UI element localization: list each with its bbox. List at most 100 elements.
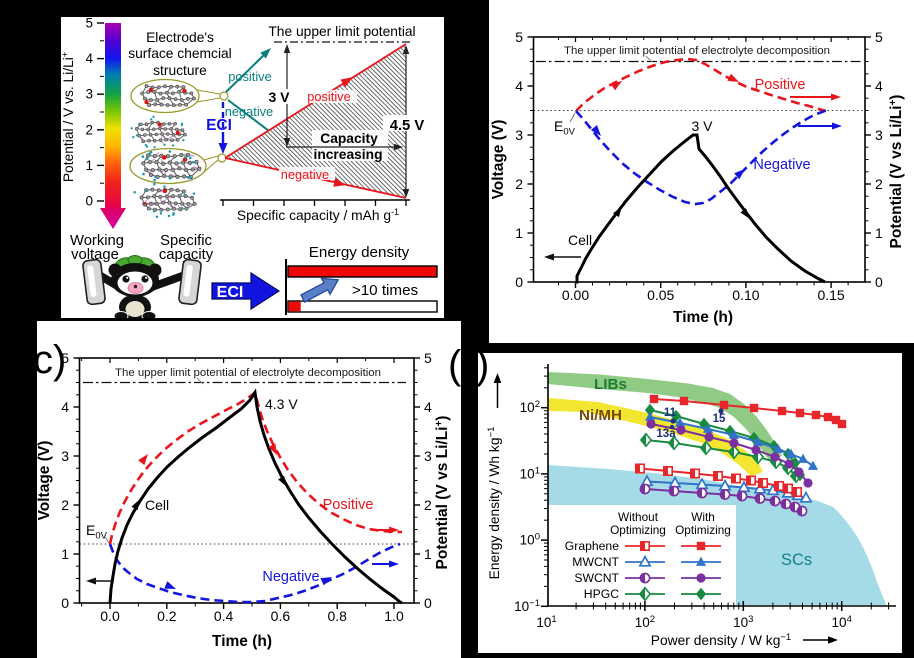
- svg-text:Potential (V vs Li/Li+): Potential (V vs Li/Li+): [434, 416, 451, 570]
- svg-text:2: 2: [424, 497, 432, 513]
- svg-text:Energy density / Wh kg−1: Energy density / Wh kg−1: [486, 427, 502, 580]
- svg-text:5: 5: [424, 350, 432, 366]
- svg-text:Time (h): Time (h): [673, 309, 733, 326]
- svg-text:Graphene: Graphene: [565, 539, 619, 553]
- svg-text:Negative: Negative: [753, 157, 810, 173]
- svg-text:SWCNT: SWCNT: [574, 571, 619, 585]
- svg-text:11: 11: [664, 407, 677, 419]
- svg-text:0: 0: [61, 595, 69, 611]
- svg-text:>10 times: >10 times: [352, 282, 419, 299]
- svg-text:5: 5: [61, 350, 69, 366]
- svg-text:15: 15: [713, 413, 726, 425]
- svg-text:1.0: 1.0: [384, 608, 404, 624]
- svg-text:4: 4: [61, 399, 69, 415]
- svg-text:The upper limit potential: The upper limit potential: [268, 24, 415, 39]
- svg-text:2: 2: [85, 122, 93, 137]
- svg-text:The upper limit potential of e: The upper limit potential of electrolyte…: [115, 367, 381, 379]
- svg-text:surface chemcial: surface chemcial: [128, 46, 232, 61]
- svg-text:1: 1: [875, 225, 883, 241]
- svg-text:5: 5: [875, 29, 883, 45]
- svg-text:0.10: 0.10: [732, 287, 759, 303]
- svg-text:104: 104: [832, 614, 852, 630]
- svg-text:SCs: SCs: [781, 551, 812, 569]
- svg-text:4: 4: [424, 399, 432, 415]
- svg-text:3: 3: [85, 87, 93, 102]
- svg-text:Cell: Cell: [145, 497, 169, 513]
- svg-text:increasing: increasing: [313, 147, 382, 162]
- svg-text:HPGC: HPGC: [584, 587, 619, 601]
- svg-text:The upper limit potential of e: The upper limit potential of electrolyte…: [564, 45, 830, 57]
- svg-text:102: 102: [520, 399, 540, 415]
- svg-text:E0V: E0V: [554, 118, 576, 138]
- svg-text:0.15: 0.15: [817, 287, 844, 303]
- svg-text:Potential (V vs Li/Li+): Potential (V vs Li/Li+): [888, 95, 905, 249]
- svg-text:0.0: 0.0: [100, 608, 120, 624]
- svg-text:0.2: 0.2: [157, 608, 177, 624]
- svg-text:Specific: Specific: [160, 233, 212, 249]
- svg-text:0: 0: [424, 595, 432, 611]
- svg-text:3 V: 3 V: [268, 89, 290, 105]
- svg-text:Negative: Negative: [262, 569, 319, 585]
- svg-text:Optimizing: Optimizing: [675, 523, 731, 537]
- svg-text:4.3 V: 4.3 V: [265, 396, 298, 412]
- svg-text:Energy density: Energy density: [309, 244, 410, 261]
- svg-text:Power density / W kg−1: Power density / W kg−1: [651, 632, 791, 648]
- svg-text:0: 0: [85, 194, 93, 209]
- svg-text:3: 3: [515, 127, 523, 143]
- svg-text:0.4: 0.4: [214, 608, 234, 624]
- svg-text:10−1: 10−1: [514, 598, 540, 614]
- svg-text:0: 0: [515, 274, 523, 290]
- svg-text:Potential / V vs. Li/Li+: Potential / V vs. Li/Li+: [61, 52, 76, 182]
- svg-text:E0V: E0V: [86, 522, 108, 542]
- svg-text:0: 0: [875, 274, 883, 290]
- svg-text:Cell: Cell: [568, 232, 592, 248]
- svg-text:With: With: [691, 510, 715, 524]
- svg-text:Ni/MH: Ni/MH: [579, 407, 622, 424]
- svg-text:2: 2: [61, 497, 69, 513]
- svg-text:voltage: voltage: [71, 247, 119, 263]
- svg-text:3: 3: [875, 127, 883, 143]
- svg-text:Electrode's: Electrode's: [146, 30, 214, 45]
- svg-text:Specific capacity / mAh g-1: Specific capacity / mAh g-1: [237, 207, 399, 223]
- svg-text:4: 4: [875, 78, 883, 94]
- svg-text:1: 1: [424, 546, 432, 562]
- svg-text:1: 1: [85, 158, 93, 173]
- svg-text:Voltage (V): Voltage (V): [37, 441, 53, 521]
- svg-text:Capacity: Capacity: [320, 131, 378, 146]
- svg-text:Working: Working: [70, 233, 124, 249]
- svg-text:ECI: ECI: [206, 117, 232, 134]
- svg-text:Time (h): Time (h): [212, 633, 272, 650]
- svg-text:ECI: ECI: [217, 284, 244, 301]
- svg-text:capacity: capacity: [159, 247, 214, 263]
- svg-text:Positive: Positive: [755, 77, 806, 93]
- svg-text:Without: Without: [618, 510, 659, 524]
- svg-text:13a: 13a: [656, 428, 676, 440]
- svg-text:102: 102: [635, 614, 655, 630]
- svg-text:LIBs: LIBs: [594, 376, 627, 393]
- svg-text:5: 5: [85, 17, 93, 31]
- svg-text:structure: structure: [153, 63, 207, 78]
- svg-text:Voltage (V): Voltage (V): [490, 120, 507, 200]
- svg-text:101: 101: [520, 465, 540, 481]
- svg-text:4: 4: [515, 78, 523, 94]
- svg-text:positive: positive: [228, 69, 271, 84]
- svg-text:5: 5: [515, 29, 523, 45]
- svg-text:101: 101: [536, 614, 556, 630]
- svg-text:2: 2: [515, 176, 523, 192]
- svg-text:103: 103: [733, 614, 753, 630]
- svg-text:negative: negative: [225, 104, 273, 119]
- svg-text:0.05: 0.05: [647, 287, 674, 303]
- svg-text:0.8: 0.8: [327, 608, 347, 624]
- svg-text:MWCNT: MWCNT: [572, 555, 619, 569]
- svg-text:2: 2: [875, 176, 883, 192]
- svg-text:4: 4: [85, 51, 93, 66]
- svg-text:negative: negative: [281, 167, 329, 182]
- svg-text:0.00: 0.00: [562, 287, 589, 303]
- svg-text:Optimizing: Optimizing: [610, 523, 666, 537]
- svg-text:3 V: 3 V: [691, 118, 713, 134]
- svg-text:3: 3: [424, 448, 432, 464]
- svg-text:4.5 V: 4.5 V: [390, 118, 425, 134]
- svg-text:100: 100: [520, 532, 540, 548]
- svg-text:positive: positive: [307, 89, 350, 104]
- svg-text:1: 1: [515, 225, 523, 241]
